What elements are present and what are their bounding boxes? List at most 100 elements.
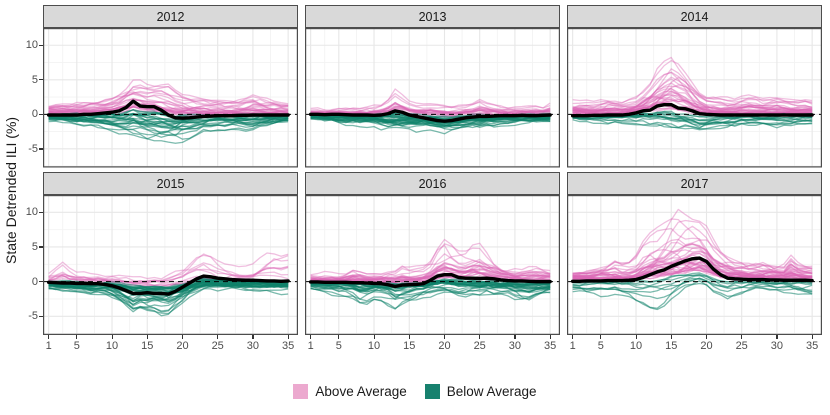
state-line	[310, 88, 551, 115]
x-tick-mark	[776, 335, 778, 339]
legend: Above Average Below Average	[0, 381, 830, 401]
mean-line	[308, 273, 552, 289]
grid-major	[305, 195, 560, 335]
x-tick-label: 35	[544, 340, 557, 352]
state-line	[48, 98, 289, 117]
state-line	[310, 114, 551, 123]
state-line	[310, 261, 551, 283]
panel-border	[305, 195, 560, 335]
state-line	[572, 93, 813, 116]
state-line	[572, 282, 813, 311]
state-line	[310, 95, 551, 114]
state-line	[572, 277, 813, 293]
legend-item-above-average: Above Average	[293, 383, 407, 399]
state-line	[572, 76, 813, 111]
state-line	[48, 106, 289, 115]
state-line	[48, 91, 289, 115]
x-tick-mark	[811, 335, 813, 339]
facet-strip-label: 2016	[418, 176, 447, 191]
state-line	[48, 97, 289, 115]
state-line	[572, 90, 813, 115]
state-line	[572, 218, 813, 275]
legend-swatch-below-average-icon	[424, 383, 440, 399]
panel-canvas-2012	[43, 28, 298, 168]
panel-canvas-2013	[305, 28, 560, 168]
facet-strip-label: 2013	[418, 9, 447, 24]
x-tick-label: 25	[211, 340, 224, 352]
state-line	[48, 117, 289, 135]
grid-minor	[567, 28, 822, 168]
state-line	[572, 261, 813, 282]
state-line	[310, 265, 551, 284]
x-tick-mark	[572, 335, 574, 339]
facet-strip-label: 2012	[156, 9, 185, 24]
y-tick-label: 10	[25, 206, 38, 219]
x-tick-label: 1	[307, 340, 314, 352]
state-line	[48, 102, 289, 116]
x-tick-mark	[670, 335, 672, 339]
x-tick-mark	[48, 335, 50, 339]
state-line	[572, 262, 813, 281]
x-tick-mark	[181, 335, 184, 339]
state-line	[48, 268, 289, 284]
state-line	[310, 92, 551, 113]
x-tick-mark	[741, 335, 743, 339]
state-line	[310, 105, 551, 115]
state-line	[48, 252, 289, 285]
y-tick-mark	[39, 211, 43, 214]
x-tick-label: 25	[473, 340, 486, 352]
x-tick-mark	[373, 335, 375, 339]
x-tick-label: 5	[73, 340, 80, 352]
state-line	[572, 87, 813, 115]
state-line	[572, 260, 813, 279]
panel-canvas-2014	[567, 28, 822, 168]
state-line	[572, 238, 813, 278]
state-line	[48, 93, 289, 110]
x-tick-mark	[705, 335, 708, 339]
y-tick-label: 10	[25, 39, 38, 52]
panel-border	[567, 28, 822, 168]
state-line	[572, 264, 813, 280]
x-tick-label: 20	[700, 340, 713, 352]
x-tick-label: 10	[105, 340, 119, 352]
state-line	[48, 258, 289, 287]
state-line	[310, 267, 551, 282]
x-tick-label: 20	[438, 340, 451, 352]
state-line	[310, 243, 551, 282]
panel-canvas-2015	[43, 195, 298, 335]
state-line	[572, 99, 813, 115]
state-line	[48, 253, 289, 283]
facet-strip: 2016	[305, 172, 560, 195]
state-line	[48, 104, 289, 115]
state-line	[48, 97, 289, 113]
y-tick-label: 5	[31, 240, 38, 253]
x-tick-label: 15	[403, 340, 416, 352]
state-line	[572, 56, 813, 114]
state-line	[48, 266, 289, 284]
y-tick-label: 5	[31, 73, 38, 86]
state-line	[310, 106, 551, 115]
state-line	[310, 107, 551, 116]
state-line	[310, 253, 551, 284]
state-line	[48, 261, 289, 280]
facet-strip: 2012	[43, 5, 298, 28]
state-line	[310, 101, 551, 115]
panel-border	[567, 195, 822, 335]
state-line	[48, 101, 289, 114]
panel-canvas-2017	[567, 195, 822, 335]
state-line	[48, 86, 289, 109]
state-line	[310, 242, 551, 282]
state-line	[572, 266, 813, 282]
state-line	[48, 104, 289, 116]
state-line	[310, 115, 551, 131]
state-line	[572, 225, 813, 275]
state-line	[310, 264, 551, 283]
x-tick-mark	[600, 335, 602, 339]
facet-strip-label: 2017	[680, 176, 709, 191]
state-line	[572, 254, 813, 280]
state-line	[572, 119, 813, 131]
state-line	[572, 274, 813, 291]
x-tick-mark	[635, 335, 637, 339]
state-line	[310, 103, 551, 117]
